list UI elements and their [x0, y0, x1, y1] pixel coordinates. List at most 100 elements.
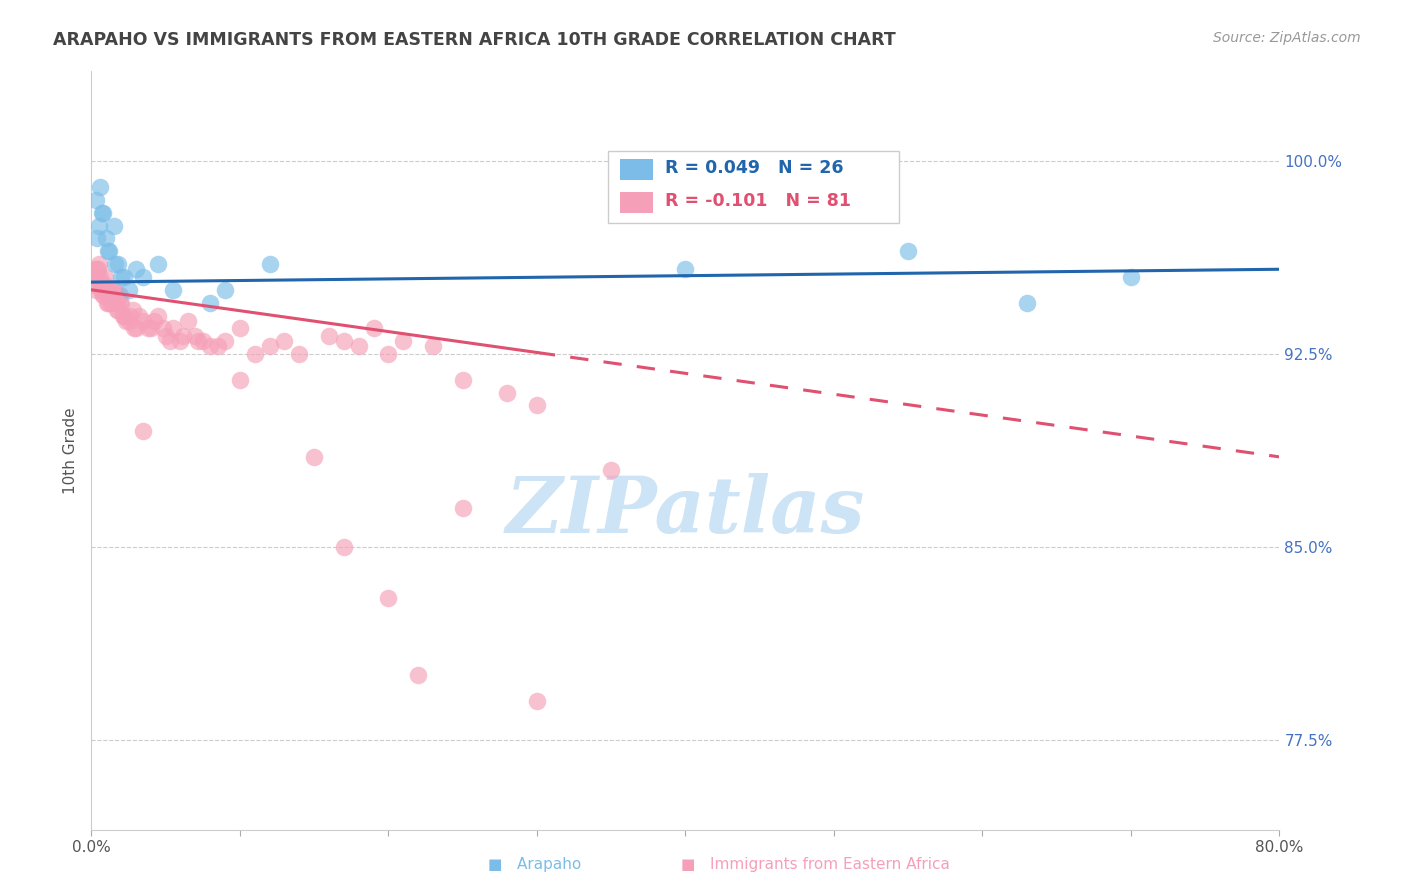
Point [392, 334, 415, 349]
Point [100, 295, 122, 310]
Point [169, 334, 191, 349]
Point [96, 283, 118, 297]
Point [117, 313, 139, 327]
Point [93, 283, 115, 297]
Point [406, 668, 429, 682]
Point [110, 295, 132, 310]
Point [91, 288, 114, 302]
Point [94, 270, 117, 285]
Point [172, 329, 194, 343]
Point [302, 450, 325, 464]
Point [187, 334, 209, 349]
Point [124, 321, 146, 335]
Point [89, 275, 111, 289]
Point [101, 283, 124, 297]
Point [87, 219, 110, 233]
Y-axis label: 10th Grade: 10th Grade [63, 407, 79, 494]
Bar [620, 159, 654, 180]
Point [101, 288, 124, 302]
Point [84, 193, 107, 207]
Point [288, 347, 311, 361]
Point [114, 313, 136, 327]
Point [96, 231, 118, 245]
Point [90, 283, 112, 297]
Point [347, 339, 370, 353]
Point [243, 347, 266, 361]
Point [318, 329, 340, 343]
Text: ■   Arapaho: ■ Arapaho [488, 857, 581, 872]
Point [86, 262, 108, 277]
Point [229, 373, 252, 387]
Point [110, 295, 132, 310]
Point [83, 262, 105, 277]
Point [100, 295, 122, 310]
Point [89, 180, 111, 194]
Point [377, 591, 399, 606]
Point [148, 309, 170, 323]
Point [84, 283, 107, 297]
Point [600, 463, 623, 477]
Point [112, 309, 135, 323]
Point [98, 283, 121, 297]
Point [177, 313, 200, 327]
Point [91, 205, 114, 219]
Point [191, 334, 214, 349]
Point [155, 329, 177, 343]
Point [273, 334, 295, 349]
Text: R = 0.049   N = 26: R = 0.049 N = 26 [665, 159, 844, 177]
Point [122, 303, 145, 318]
Point [259, 257, 281, 271]
Point [103, 219, 125, 233]
Point [139, 321, 162, 335]
Point [526, 399, 548, 413]
Point [184, 329, 207, 343]
Point [363, 321, 385, 335]
Point [103, 283, 125, 297]
Point [104, 295, 127, 310]
Bar [620, 192, 654, 213]
Text: ARAPAHO VS IMMIGRANTS FROM EASTERN AFRICA 10TH GRADE CORRELATION CHART: ARAPAHO VS IMMIGRANTS FROM EASTERN AFRIC… [53, 31, 896, 49]
Point [108, 288, 131, 302]
Point [107, 257, 129, 271]
Point [207, 339, 229, 353]
Point [104, 257, 127, 271]
Point [377, 347, 399, 361]
Point [200, 339, 222, 353]
Point [451, 501, 474, 516]
Point [142, 313, 165, 327]
Point [132, 313, 155, 327]
Point [162, 283, 184, 297]
Point [87, 262, 110, 277]
Point [422, 339, 444, 353]
Point [83, 270, 105, 285]
Point [107, 303, 129, 318]
Point [118, 309, 141, 323]
Point [200, 295, 222, 310]
Point [111, 309, 134, 323]
Point [214, 283, 236, 297]
Point [87, 257, 110, 271]
Point [98, 288, 121, 302]
Point [148, 257, 170, 271]
Point [128, 309, 150, 323]
Text: Source: ZipAtlas.com: Source: ZipAtlas.com [1213, 31, 1361, 45]
Point [333, 334, 356, 349]
Point [96, 295, 118, 310]
Point [136, 321, 159, 335]
Point [86, 270, 108, 285]
Text: R = -0.101   N = 81: R = -0.101 N = 81 [665, 192, 851, 210]
Point [103, 288, 125, 302]
Point [91, 288, 114, 302]
Point [152, 321, 174, 335]
Point [526, 694, 548, 708]
Point [125, 321, 148, 335]
Point [97, 295, 120, 310]
Point [97, 244, 120, 259]
Point [90, 205, 112, 219]
Point [112, 270, 135, 285]
Point [125, 262, 148, 277]
Point [84, 277, 107, 292]
Point [897, 244, 920, 259]
Point [98, 244, 121, 259]
Point [117, 283, 139, 297]
